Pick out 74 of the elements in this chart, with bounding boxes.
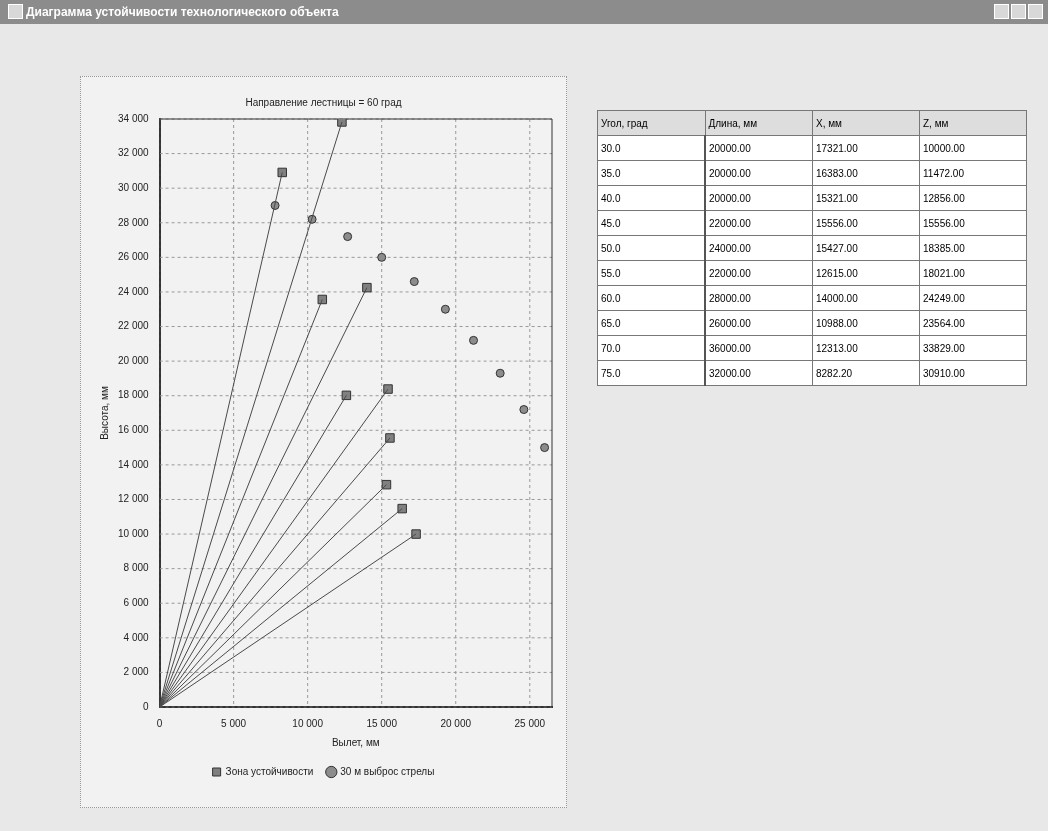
data-label: 12856.00: [919, 185, 1027, 211]
data-label: 10000.00: [919, 135, 1027, 161]
data-label: 32000.00: [705, 360, 813, 386]
data-label: 28000.00: [705, 285, 813, 311]
y-tick-label: 50.0: [597, 235, 705, 261]
data-label: 20000.00: [705, 160, 813, 186]
y-tick-label: 34 000: [117, 112, 150, 124]
x-tick-label: 15 000: [366, 717, 398, 729]
x-tick-label: 10 000: [292, 717, 324, 729]
x-tick-label: 25 000: [514, 717, 546, 729]
data-label: 24000.00: [705, 235, 813, 261]
data-label: 16383.00: [812, 160, 920, 186]
data-label: 8282.20: [812, 360, 920, 386]
chart-title: Направление лестницы = 60 град: [245, 96, 402, 108]
y-tick-label: 14 000: [117, 458, 150, 470]
data-label: 10988.00: [812, 310, 920, 336]
data-label: 33829.00: [919, 335, 1027, 361]
data-label: 20000.00: [705, 135, 813, 161]
y-tick-label: 12 000: [117, 493, 150, 505]
data-label: 12313.00: [812, 335, 920, 361]
data-label: 20000.00: [705, 185, 813, 211]
data-label: 15427.00: [812, 235, 920, 261]
y-tick-label: 26 000: [117, 251, 150, 263]
y-tick-label: 60.0: [597, 285, 705, 311]
data-label: 18385.00: [919, 235, 1027, 261]
legend-label: Зона устойчивости: [225, 765, 314, 777]
y-tick-label: 35.0: [597, 160, 705, 186]
data-label: 23564.00: [919, 310, 1027, 336]
y-tick-label: 22 000: [117, 320, 150, 332]
data-label: 22000.00: [705, 260, 813, 286]
x-tick-label: Z, мм: [919, 110, 1027, 136]
x-axis-title: Вылет, мм: [331, 736, 380, 748]
data-label: 26000.00: [705, 310, 813, 336]
data-label: 15321.00: [812, 185, 920, 211]
x-tick-label: 0: [156, 717, 163, 729]
y-tick-label: 6 000: [123, 596, 150, 608]
data-label: 15556.00: [919, 210, 1027, 236]
y-tick-label: 55.0: [597, 260, 705, 286]
y-axis-title: Высота, мм: [98, 386, 110, 440]
y-tick-label: 0: [143, 700, 150, 712]
x-tick-label: 20 000: [440, 717, 472, 729]
legend-label: 30 м выброс стрелы: [340, 765, 435, 777]
data-label: 36000.00: [705, 335, 813, 361]
y-tick-label: 70.0: [597, 335, 705, 361]
x-tick-label: X, мм: [812, 110, 920, 136]
y-tick-label: 8 000: [123, 562, 150, 574]
y-tick-label: 45.0: [597, 210, 705, 236]
text: Диаграмма устойчивости технологического объекта: [26, 4, 339, 21]
y-tick-label: 18 000: [117, 389, 150, 401]
data-label: 15556.00: [812, 210, 920, 236]
x-tick-label: 5 000: [221, 717, 247, 729]
y-tick-label: 30 000: [117, 181, 150, 193]
y-tick-label: 4 000: [123, 631, 150, 643]
data-label: 12615.00: [812, 260, 920, 286]
y-tick-label: 75.0: [597, 360, 705, 386]
y-tick-label: 28 000: [117, 216, 150, 228]
data-label: 14000.00: [812, 285, 920, 311]
data-label: 24249.00: [919, 285, 1027, 311]
x-tick-label: Длина, мм: [705, 110, 813, 136]
y-axis-title: Угол, град: [597, 110, 705, 136]
y-tick-label: 40.0: [597, 185, 705, 211]
y-tick-label: 20 000: [117, 354, 150, 366]
data-label: 22000.00: [705, 210, 813, 236]
data-label: 17321.00: [812, 135, 920, 161]
data-label: 30910.00: [919, 360, 1027, 386]
data-label: 18021.00: [919, 260, 1027, 286]
y-tick-label: 30.0: [597, 135, 705, 161]
data-label: 11472.00: [919, 160, 1027, 186]
y-tick-label: 32 000: [117, 147, 150, 159]
y-tick-label: 65.0: [597, 310, 705, 336]
y-tick-label: 2 000: [123, 666, 150, 678]
y-tick-label: 24 000: [117, 285, 150, 297]
y-tick-label: 10 000: [117, 527, 150, 539]
y-tick-label: 16 000: [117, 424, 150, 436]
